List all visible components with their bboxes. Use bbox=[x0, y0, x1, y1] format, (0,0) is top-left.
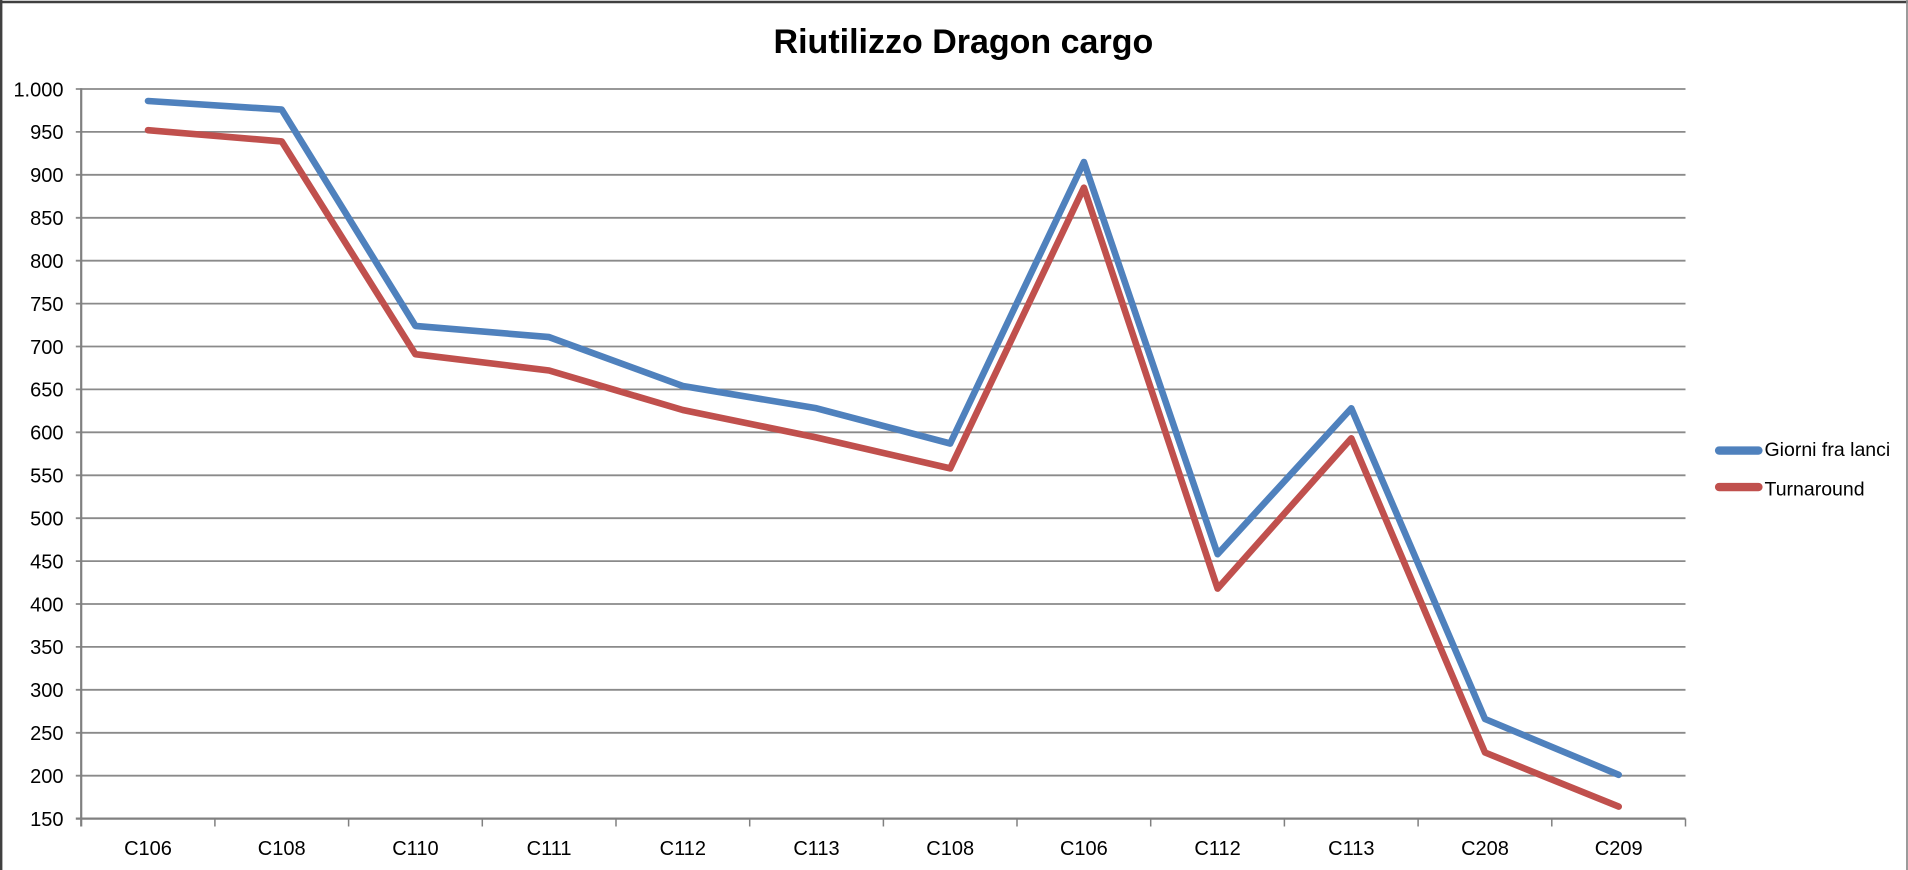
svg-text:450: 450 bbox=[30, 551, 63, 573]
svg-text:Riutilizzo Dragon cargo: Riutilizzo Dragon cargo bbox=[774, 23, 1154, 61]
svg-text:500: 500 bbox=[30, 509, 63, 531]
svg-text:Giorni fra lanci: Giorni fra lanci bbox=[1765, 439, 1891, 461]
svg-text:C106: C106 bbox=[1060, 838, 1108, 860]
svg-text:200: 200 bbox=[30, 766, 63, 788]
svg-text:C108: C108 bbox=[258, 838, 306, 860]
svg-text:C112: C112 bbox=[660, 838, 706, 860]
svg-text:C108: C108 bbox=[926, 838, 974, 860]
svg-text:C113: C113 bbox=[1328, 838, 1374, 860]
svg-text:C113: C113 bbox=[793, 838, 839, 860]
svg-text:C209: C209 bbox=[1595, 838, 1643, 860]
svg-text:800: 800 bbox=[30, 251, 63, 273]
svg-text:250: 250 bbox=[30, 723, 63, 745]
svg-text:1.000: 1.000 bbox=[13, 79, 63, 101]
svg-text:C111: C111 bbox=[527, 838, 572, 860]
svg-text:Turnaround: Turnaround bbox=[1765, 479, 1865, 501]
svg-text:350: 350 bbox=[30, 637, 63, 659]
svg-text:650: 650 bbox=[30, 380, 63, 402]
svg-text:150: 150 bbox=[30, 809, 63, 831]
svg-text:C208: C208 bbox=[1461, 838, 1509, 860]
svg-text:C112: C112 bbox=[1194, 838, 1240, 860]
svg-text:300: 300 bbox=[30, 680, 63, 702]
svg-text:C110: C110 bbox=[392, 838, 438, 860]
svg-text:550: 550 bbox=[30, 466, 63, 488]
svg-text:850: 850 bbox=[30, 208, 63, 230]
svg-text:750: 750 bbox=[30, 294, 63, 316]
svg-text:600: 600 bbox=[30, 423, 63, 445]
svg-text:700: 700 bbox=[30, 337, 63, 359]
svg-text:400: 400 bbox=[30, 594, 63, 616]
svg-text:950: 950 bbox=[30, 122, 63, 144]
svg-text:C106: C106 bbox=[124, 838, 172, 860]
svg-text:900: 900 bbox=[30, 165, 63, 187]
